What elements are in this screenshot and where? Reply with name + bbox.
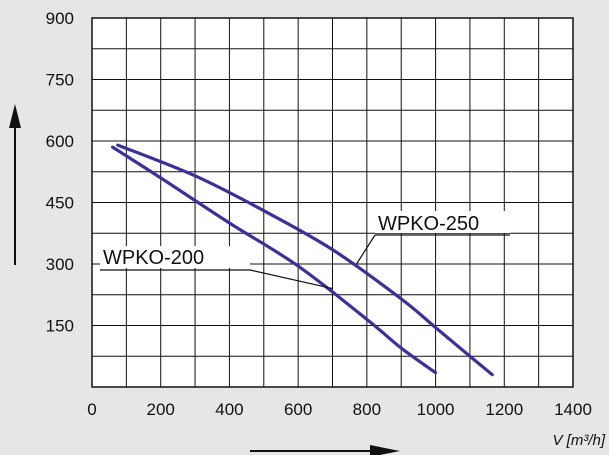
series-line-wpko-200 (111, 145, 438, 375)
series-label-leader-wpko-250 (356, 234, 376, 265)
y-tick-label: 900 (46, 9, 74, 28)
x-tick-label: 600 (284, 400, 312, 419)
y-axis-arrow-icon (9, 104, 21, 265)
x-tick-label: 1000 (417, 400, 455, 419)
series-label-wpko-200: WPKO-200 (103, 247, 204, 269)
x-tick-label: 1200 (485, 400, 523, 419)
y-tick-label: 450 (46, 194, 74, 213)
grid (91, 17, 574, 388)
tick-labels: 0 200 400 600 800 1000 1200 1400 150 300 450 600 750… (46, 9, 592, 419)
series-label-bg-wpko-200 (100, 246, 250, 268)
y-tick-label: 150 (46, 317, 74, 336)
series-label-bg-wpko-250 (375, 211, 510, 233)
y-tick-label: 300 (46, 255, 74, 274)
y-tick-label: 750 (46, 71, 74, 90)
x-tick-label: 800 (353, 400, 381, 419)
x-tick-label: 1400 (554, 400, 592, 419)
x-tick-label: 200 (147, 400, 175, 419)
x-axis-arrow-icon (250, 445, 400, 455)
x-axis-title: V [m³/h] (552, 432, 605, 449)
series-label-leader-wpko-200 (249, 269, 333, 290)
y-tick-label: 600 (46, 132, 74, 151)
series-line-wpko-250 (116, 143, 494, 377)
series-layer (111, 143, 494, 377)
series-label-wpko-250: WPKO-250 (378, 213, 479, 235)
x-tick-label: 0 (87, 400, 96, 419)
label-layer: WPKO-250 WPKO-200 (100, 211, 510, 290)
x-tick-label: 400 (215, 400, 243, 419)
